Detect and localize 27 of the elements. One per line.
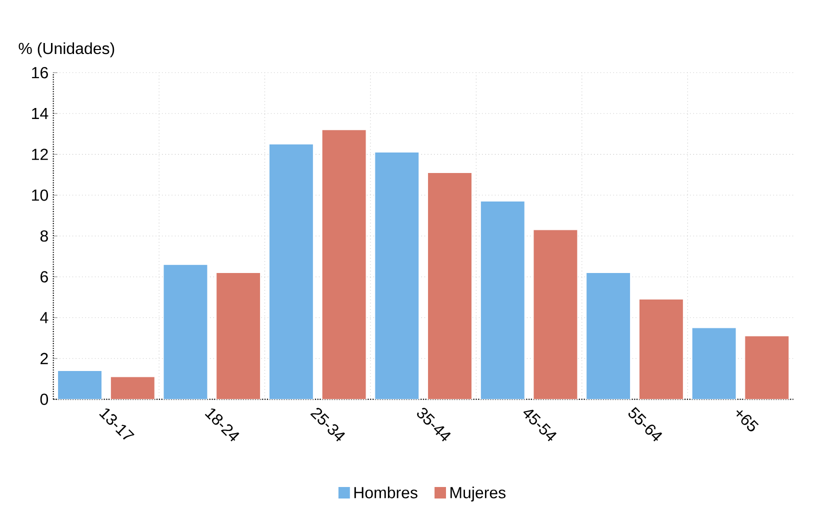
bar (269, 144, 314, 400)
y-tick-label: 4 (40, 312, 48, 324)
x-tick-label: +65 (736, 410, 759, 432)
bar (480, 202, 525, 400)
y-tick-label: 14 (32, 108, 48, 120)
bar (639, 300, 684, 400)
y-tick-label: 12 (32, 148, 48, 160)
bar (428, 172, 472, 400)
bar (216, 272, 260, 400)
y-axis-title: % (Unidades) (18, 42, 114, 58)
y-tick-label: 16 (32, 67, 48, 79)
bar (586, 272, 630, 400)
bar (533, 230, 578, 400)
y-tick-label: 8 (40, 230, 48, 242)
legend-label: Mujeres (450, 486, 506, 502)
bar (374, 152, 419, 400)
y-tick-label: 2 (40, 353, 48, 364)
bar (110, 377, 155, 400)
bar (163, 264, 208, 400)
y-tick-label: 10 (32, 190, 48, 202)
bar (58, 370, 102, 400)
legend-label: Hombres (354, 486, 418, 499)
bar (692, 328, 736, 400)
y-tick-label: 0 (40, 394, 48, 406)
bar (322, 130, 366, 400)
bar (744, 336, 790, 400)
y-tick-label: 6 (40, 271, 48, 283)
